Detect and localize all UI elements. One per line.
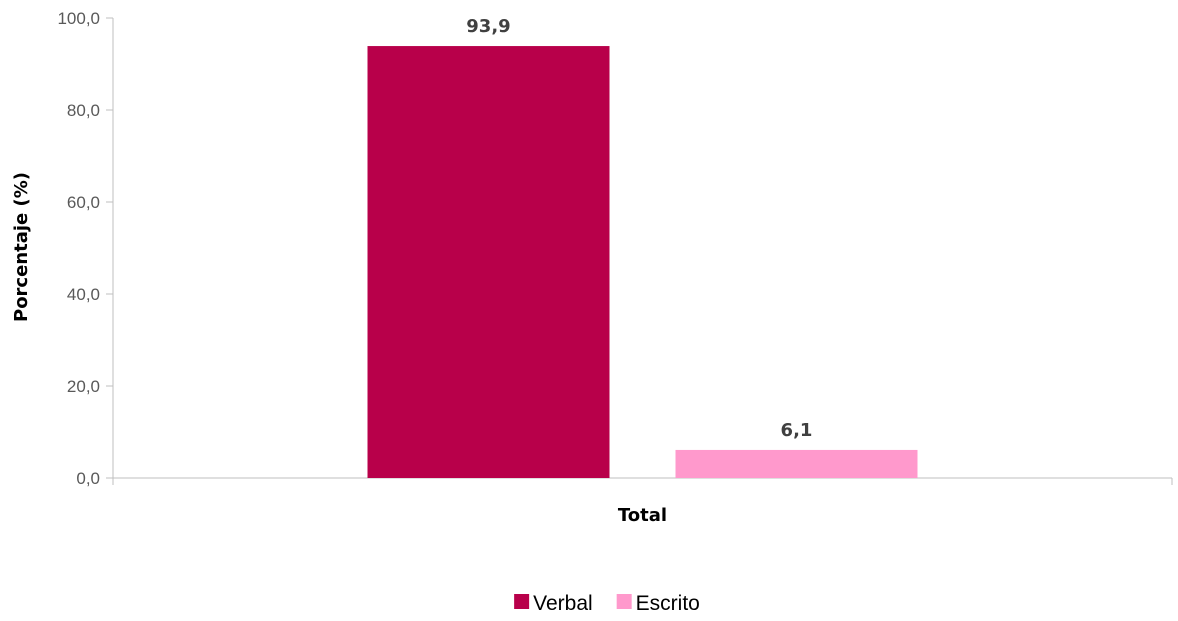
bar-escrito <box>675 449 918 478</box>
y-tick-label: 40,0 <box>67 285 100 304</box>
legend-label-verbal: Verbal <box>533 592 593 615</box>
data-label-verbal: 93,9 <box>466 16 510 37</box>
legend-label-escrito: Escrito <box>636 592 700 615</box>
legend: Verbal Escrito <box>514 592 700 615</box>
y-tick-label: 20,0 <box>67 377 100 396</box>
y-axis-title: Porcentaje (%) <box>11 172 32 322</box>
y-axis-ticks: 0,0 20,0 40,0 60,0 80,0 100,0 <box>57 9 1173 488</box>
y-tick-label: 100,0 <box>57 9 100 28</box>
bars: 93,9 6,1 <box>367 16 918 479</box>
legend-item-verbal: Verbal <box>514 592 593 615</box>
y-tick-label: 60,0 <box>67 193 100 212</box>
bar-verbal <box>367 46 610 479</box>
data-label-escrito: 6,1 <box>781 420 813 441</box>
y-tick-label: 0,0 <box>76 469 100 488</box>
y-tick-label: 80,0 <box>67 101 100 120</box>
x-axis-categories: Total <box>618 505 667 526</box>
x-category-label: Total <box>618 505 667 526</box>
legend-swatch-verbal <box>514 594 530 609</box>
legend-item-escrito: Escrito <box>616 592 700 615</box>
legend-swatch-escrito <box>616 594 632 609</box>
